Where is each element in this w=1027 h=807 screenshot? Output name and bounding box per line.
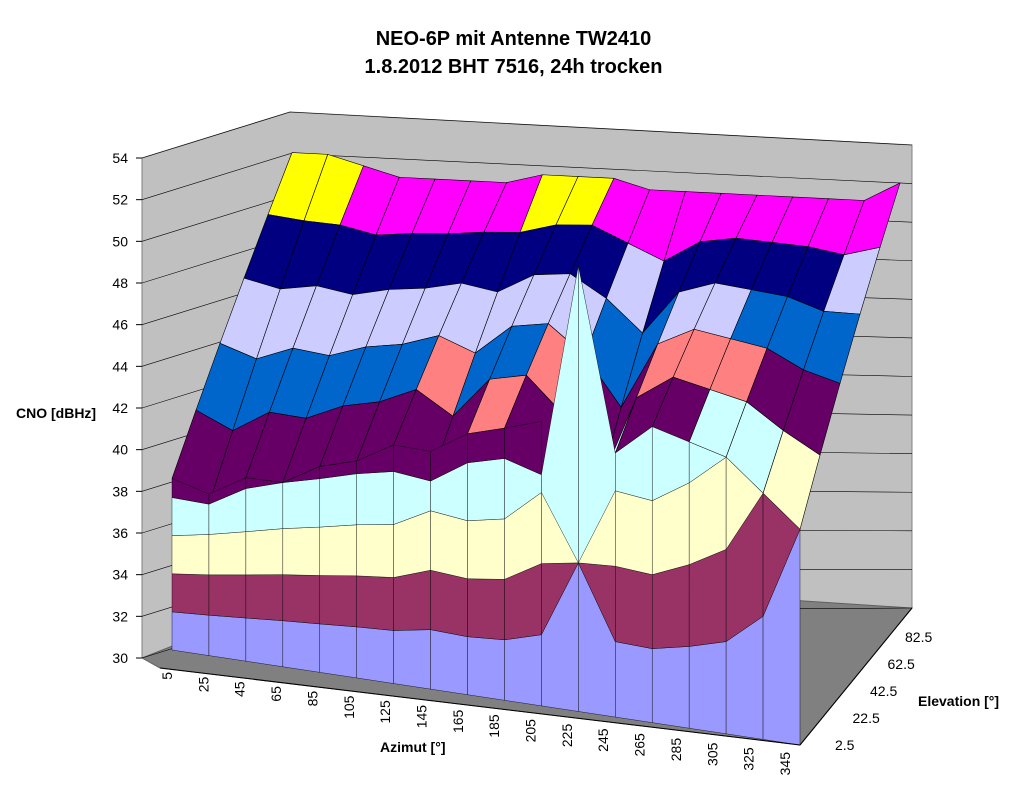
- surface-skirt-band: [282, 574, 320, 625]
- y-axis-label: Elevation [°]: [918, 693, 999, 709]
- surface-skirt-band: [762, 492, 801, 617]
- surface-skirt-band: [171, 534, 210, 576]
- surface-skirt-band: [688, 549, 727, 647]
- x-tick-label: 325: [741, 747, 757, 771]
- surface-skirt-band: [245, 617, 284, 667]
- y-tick-label: 82.5: [905, 629, 932, 645]
- z-tick-label: 54: [112, 150, 128, 166]
- surface-skirt-band: [356, 471, 394, 525]
- x-tick-label: 305: [704, 742, 720, 766]
- x-tick-label: 165: [450, 709, 466, 733]
- y-tick-label: 2.5: [835, 737, 855, 753]
- z-tick-label: 40: [112, 442, 128, 458]
- x-tick-label: 145: [413, 705, 429, 729]
- surface-skirt-band: [282, 620, 320, 673]
- surface-skirt-band: [356, 524, 394, 578]
- x-tick-label: 285: [668, 738, 684, 762]
- surface-skirt-band: [171, 611, 210, 656]
- surface-skirt-band: [208, 574, 247, 619]
- z-tick-label: 32: [112, 608, 128, 624]
- surface-skirt-band: [208, 614, 247, 662]
- x-tick-label: 185: [486, 714, 502, 738]
- surface-skirt-band: [688, 441, 727, 484]
- x-tick-label: 45: [232, 681, 248, 697]
- x-axis-label: Azimut [°]: [380, 739, 445, 755]
- surface-skirt-band: [467, 578, 505, 641]
- x-tick-label: 5: [159, 672, 175, 680]
- surface-skirt-band: [615, 490, 653, 575]
- z-tick-label: 44: [112, 358, 128, 374]
- surface-skirt-band: [282, 526, 320, 576]
- x-tick-label: 85: [304, 691, 320, 707]
- surface-skirt-band: [430, 629, 468, 695]
- surface-skirt-band: [504, 634, 542, 707]
- x-tick-label: 25: [195, 676, 211, 692]
- y-tick-label: 42.5: [870, 683, 897, 699]
- surface-skirt-band: [652, 564, 690, 649]
- surface-skirt-band: [171, 573, 210, 616]
- z-tick-label: 38: [112, 483, 128, 499]
- x-tick-label: 245: [595, 728, 611, 752]
- x-tick-label: 65: [268, 686, 284, 702]
- z-axis-label: CNO [dBHz]: [16, 405, 96, 421]
- surface-skirt-band: [504, 421, 542, 476]
- z-tick-label: 52: [112, 192, 128, 208]
- z-tick-label: 34: [112, 567, 128, 583]
- x-tick-label: 225: [559, 724, 575, 748]
- z-axis: 30 32 34 36 38 40 42 44 46 48 50 52 54: [112, 150, 142, 666]
- z-tick-label: 30: [112, 650, 128, 666]
- surface-skirt-band: [393, 569, 431, 631]
- surface-body: [171, 152, 901, 746]
- surface-skirt-band: [615, 565, 653, 649]
- surface-skirt-band: [245, 477, 283, 489]
- x-tick-label: 265: [632, 733, 648, 757]
- surface-skirt-band: [652, 646, 690, 729]
- z-tick-label: 48: [112, 275, 128, 291]
- z-tick-label: 42: [112, 400, 128, 416]
- surface-skirt-band: [356, 626, 394, 684]
- surface-skirt-band: [615, 641, 653, 723]
- y-axis: 2.5 22.5 42.5 62.5 82.5: [799, 607, 932, 753]
- surface-skirt-band: [725, 456, 764, 551]
- surface-skirt-band: [467, 518, 505, 580]
- surface-skirt-band: [688, 641, 727, 735]
- x-tick-label: 105: [341, 695, 357, 719]
- surface-skirt-band: [467, 636, 505, 701]
- chart-title: NEO-6P mit Antenne TW2410: [375, 28, 652, 50]
- surface-skirt-band: [467, 458, 505, 521]
- z-gridline: [141, 153, 913, 200]
- x-tick-label: 125: [377, 700, 393, 724]
- surface-skirt-band: [356, 575, 394, 631]
- z-tick-label: 36: [112, 525, 128, 541]
- x-axis: 5 25 45 65 85 105 125 145 165 185 205 225 245 265 285 3…: [159, 667, 801, 776]
- surface-skirt-band: [467, 427, 505, 464]
- y-axis-line: [799, 607, 913, 746]
- surface-skirt-band: [319, 473, 357, 528]
- surface-skirt-band: [430, 569, 468, 637]
- surface-skirt-band: [393, 629, 431, 690]
- x-tick-label: 205: [523, 719, 539, 743]
- surface-skirt-band: [245, 528, 284, 576]
- x-axis-line: [159, 667, 801, 746]
- surface-skirt-band: [208, 531, 247, 576]
- z-tick-label: 50: [112, 233, 128, 249]
- surface-skirt-band: [430, 510, 468, 579]
- surface-skirt-band: [245, 574, 284, 621]
- surface-skirt-band: [282, 478, 320, 529]
- z-gridline: [141, 111, 913, 159]
- y-tick-label: 62.5: [888, 656, 915, 672]
- z-tick-label: 46: [112, 317, 128, 333]
- y-tick-label: 22.5: [853, 710, 880, 726]
- surface-skirt-band: [319, 623, 357, 679]
- surface-skirt-band: [319, 524, 357, 577]
- surface-skirt-band: [245, 482, 284, 532]
- x-tick-label: 345: [777, 752, 793, 776]
- chart-subtitle: 1.8.2012 BHT 7516, 24h trocken: [364, 56, 663, 78]
- surface-skirt-band: [319, 575, 357, 628]
